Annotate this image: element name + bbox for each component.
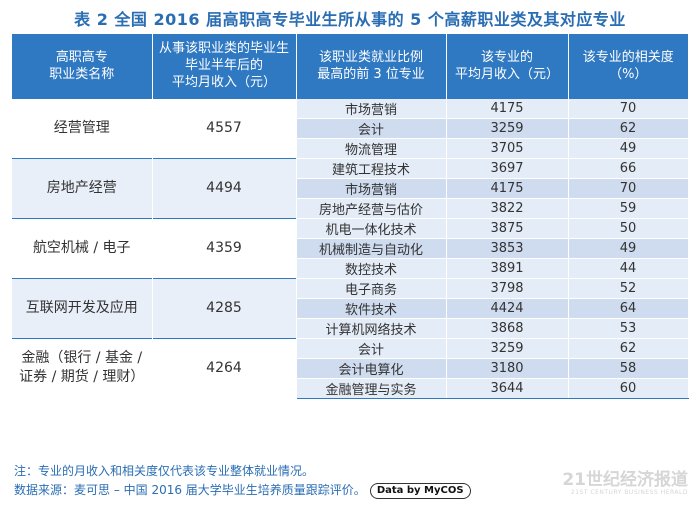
table-row: 经营管理 4557 市场营销 4175 70 bbox=[12, 97, 689, 158]
major-income: 3259 bbox=[446, 337, 569, 359]
major-relevance: 62 bbox=[568, 118, 689, 139]
major-relevance: 50 bbox=[568, 217, 689, 239]
category-salary: 4494 bbox=[152, 157, 297, 218]
header-relevance: 该专业的相关度 （%） bbox=[568, 34, 688, 98]
category-name: 房地产经营 bbox=[46, 179, 117, 196]
major-income: 3705 bbox=[446, 138, 569, 159]
category-salary: 4285 bbox=[152, 277, 297, 338]
major-income: 4424 bbox=[446, 298, 569, 319]
major-name: 机电一体化技术 bbox=[296, 217, 447, 239]
major-income: 3891 bbox=[446, 258, 569, 279]
major-name: 建筑工程技术 bbox=[296, 157, 447, 179]
major-relevance: 52 bbox=[568, 277, 689, 299]
category-cell: 航空机械 / 电子 bbox=[12, 217, 153, 278]
major-income: 3798 bbox=[446, 277, 569, 299]
category-cell: 互联网开发及应用 bbox=[12, 277, 153, 338]
footnote: 注：专业的月收入和相关度仅代表该专业整体就业情况。 bbox=[14, 464, 315, 478]
category-name: 航空机械 / 电子 bbox=[32, 239, 131, 256]
major-income: 3697 bbox=[446, 157, 569, 179]
major-name: 数控技术 bbox=[296, 258, 447, 279]
header-salary: 从事该职业类的毕业生 毕业半年后的 平均月收入（元） bbox=[152, 34, 297, 98]
table-row: 房地产经营与估价 3822 59 bbox=[12, 198, 689, 219]
data-source-text: 数据来源：麦可思 – 中国 2016 届大学毕业生培养质量跟踪评价。 bbox=[14, 483, 366, 497]
header-category: 高职高专 职业类名称 bbox=[12, 34, 153, 98]
major-name: 电子商务 bbox=[296, 277, 447, 299]
mycos-logo: Data by MyCOS bbox=[369, 482, 471, 499]
major-relevance: 58 bbox=[568, 358, 689, 379]
major-income: 3875 bbox=[446, 217, 569, 239]
table-row: 会计电算化 3180 58 bbox=[12, 358, 689, 379]
watermark-sub: 21ST CENTURY BUSINESS HERALD bbox=[570, 489, 688, 496]
category-name: 经营管理 bbox=[53, 119, 110, 136]
table-row: 房地产经营 4494 建筑工程技术 3697 66 bbox=[12, 157, 689, 218]
table-row: 数控技术 3891 44 bbox=[12, 258, 689, 279]
table-row: 航空机械 / 电子 4359 机电一体化技术 3875 50 bbox=[12, 217, 689, 278]
major-name: 市场营销 bbox=[296, 97, 447, 119]
header-major-income: 该专业的 平均月收入（元） bbox=[446, 34, 569, 98]
major-relevance: 70 bbox=[568, 97, 689, 119]
table-row: 金融（银行 / 基金 / 证券 / 期货 / 理财） 4264 会计 3259 62 bbox=[12, 337, 689, 398]
major-name: 会计 bbox=[296, 337, 447, 359]
major-relevance: 66 bbox=[568, 157, 689, 179]
major-name: 计算机网络技术 bbox=[296, 318, 447, 339]
table-row: 金融管理与实务 3644 60 bbox=[12, 378, 689, 399]
watermark-main: 21世纪经济报道 bbox=[562, 470, 688, 490]
major-name: 房地产经营与估价 bbox=[296, 198, 447, 219]
table-row: 机械制造与自动化 3853 49 bbox=[12, 238, 689, 259]
major-income: 3853 bbox=[446, 238, 569, 259]
major-relevance: 49 bbox=[568, 138, 689, 159]
major-relevance: 44 bbox=[568, 258, 689, 279]
major-income: 4175 bbox=[446, 178, 569, 199]
major-name: 会计 bbox=[296, 118, 447, 139]
major-relevance: 59 bbox=[568, 198, 689, 219]
category-name: 互联网开发及应用 bbox=[25, 299, 138, 316]
major-income: 3259 bbox=[446, 118, 569, 139]
category-cell: 房地产经营 bbox=[12, 157, 153, 218]
category-salary: 4264 bbox=[152, 337, 297, 398]
table-row: 会计 3259 62 bbox=[12, 118, 689, 139]
category-cell: 经营管理 bbox=[12, 97, 153, 158]
data-source: 数据来源：麦可思 – 中国 2016 届大学毕业生培养质量跟踪评价。 Data b… bbox=[14, 481, 471, 499]
major-relevance: 64 bbox=[568, 298, 689, 319]
major-relevance: 49 bbox=[568, 238, 689, 259]
major-name: 金融管理与实务 bbox=[296, 378, 447, 399]
table-row: 软件技术 4424 64 bbox=[12, 298, 689, 319]
major-relevance: 70 bbox=[568, 178, 689, 199]
major-name: 机械制造与自动化 bbox=[296, 238, 447, 259]
salary-table: 高职高专 职业类名称 从事该职业类的毕业生 毕业半年后的 平均月收入（元） 该职业类就… bbox=[12, 34, 689, 399]
table-title: 表 2 全国 2016 届高职高专毕业生所从事的 5 个高薪职业类及其对应专业 bbox=[74, 10, 626, 29]
category-cell: 金融（银行 / 基金 / 证券 / 期货 / 理财） bbox=[12, 337, 153, 398]
major-relevance: 62 bbox=[568, 337, 689, 359]
major-income: 3180 bbox=[446, 358, 569, 379]
category-name: 金融（银行 / 基金 / 证券 / 期货 / 理财） bbox=[19, 350, 145, 386]
major-relevance: 60 bbox=[568, 378, 689, 399]
major-income: 3868 bbox=[446, 318, 569, 339]
major-name: 市场营销 bbox=[296, 178, 447, 199]
major-income: 3822 bbox=[446, 198, 569, 219]
category-salary: 4359 bbox=[152, 217, 297, 278]
major-name: 会计电算化 bbox=[296, 358, 447, 379]
header-majors: 该职业类就业比例 最高的前 3 位专业 bbox=[296, 34, 447, 98]
major-relevance: 53 bbox=[568, 318, 689, 339]
category-salary: 4557 bbox=[152, 97, 297, 158]
table-row: 互联网开发及应用 4285 电子商务 3798 52 bbox=[12, 277, 689, 338]
major-income: 4175 bbox=[446, 97, 569, 119]
major-name: 软件技术 bbox=[296, 298, 447, 319]
table-row: 市场营销 4175 70 bbox=[12, 178, 689, 199]
header-row: 高职高专 职业类名称 从事该职业类的毕业生 毕业半年后的 平均月收入（元） 该职业类就… bbox=[12, 34, 688, 98]
major-name: 物流管理 bbox=[296, 138, 447, 159]
major-income: 3644 bbox=[446, 378, 569, 399]
watermark: 21世纪经济报道 21ST CENTURY BUSINESS HERALD bbox=[562, 472, 688, 497]
